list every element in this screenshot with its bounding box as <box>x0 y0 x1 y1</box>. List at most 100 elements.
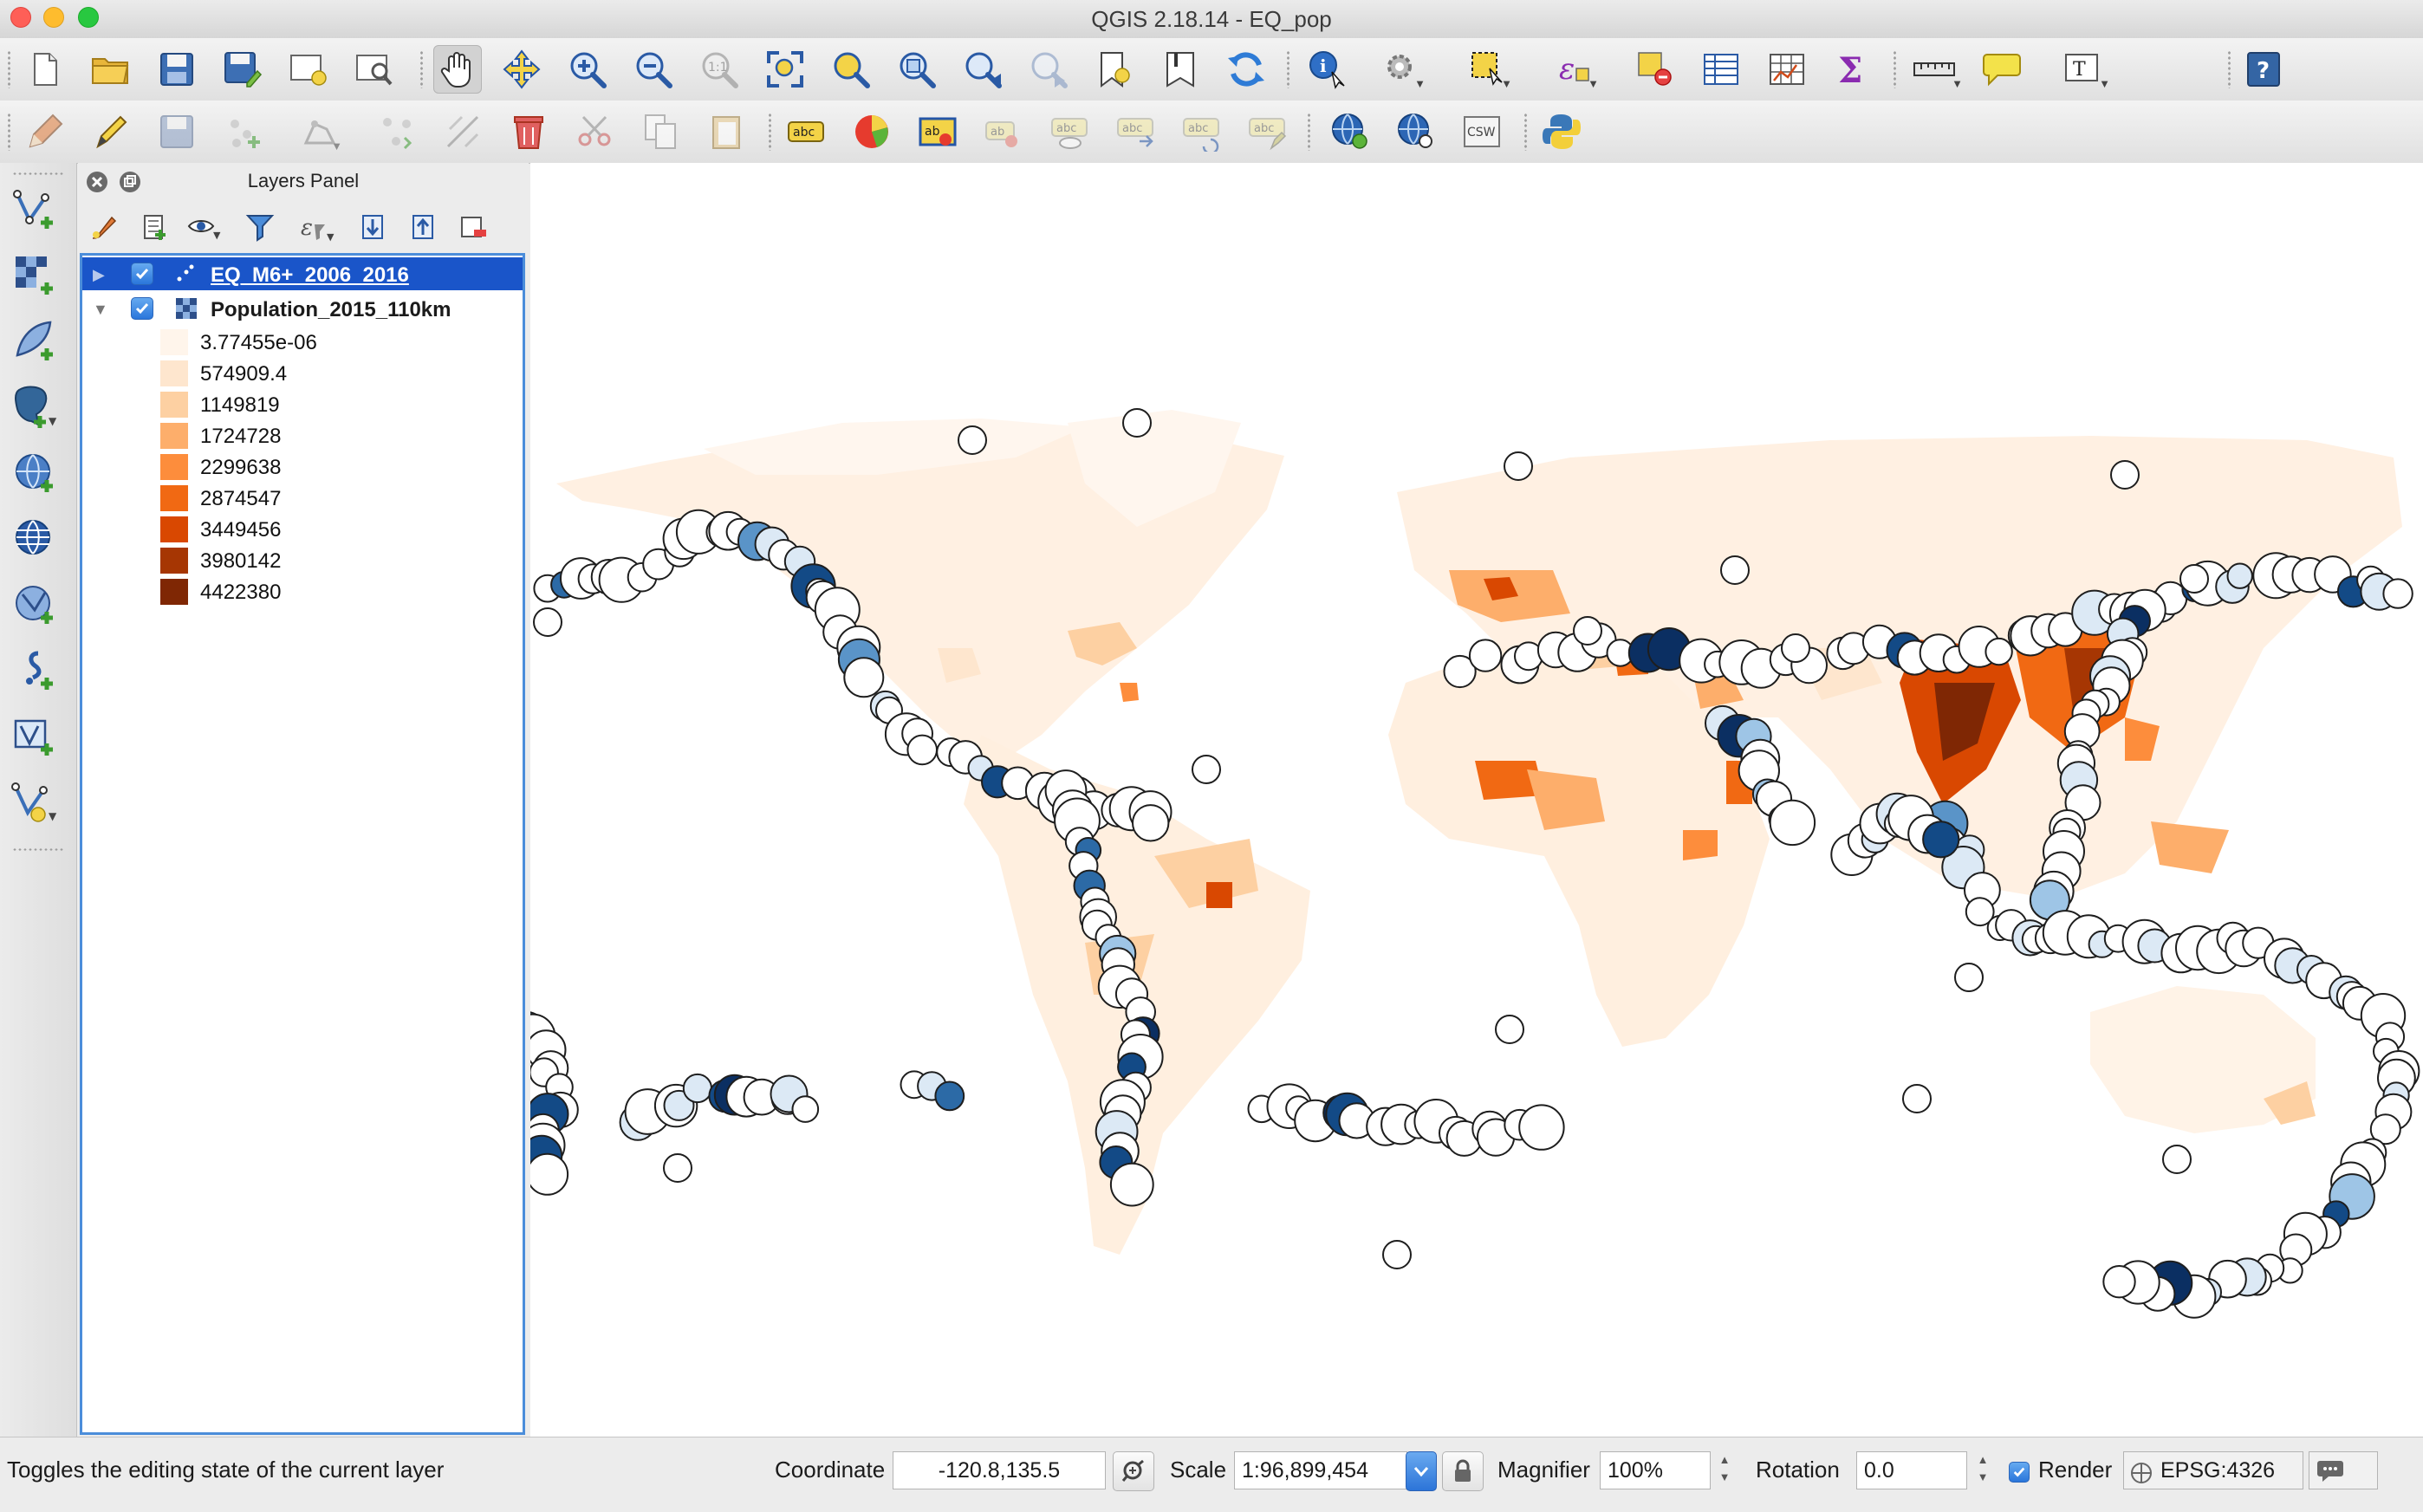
metasearch-icon[interactable] <box>1326 107 1374 156</box>
move-feature-icon[interactable]: ▼ <box>295 107 343 156</box>
toolbar-grip[interactable] <box>1893 50 1897 88</box>
help-icon[interactable]: ? <box>2239 45 2288 94</box>
attribute-table-icon[interactable] <box>1697 45 1745 94</box>
toolbar-grip[interactable] <box>7 50 11 88</box>
composer-manager-icon[interactable] <box>350 45 399 94</box>
open-layer-styling-icon[interactable] <box>85 208 123 246</box>
layer-tree[interactable]: ▶ EQ_M6+_2006_2016 ▼ Population_2015_110… <box>80 253 525 1435</box>
toolbar-grip[interactable] <box>768 113 772 151</box>
paste-features-icon[interactable] <box>702 107 750 156</box>
add-delimited-text-layer-icon[interactable] <box>9 645 61 697</box>
deselect-all-icon[interactable] <box>1631 45 1679 94</box>
add-postgis-layer-icon[interactable]: ▼ <box>9 381 61 433</box>
layer-visibility-checkbox[interactable] <box>131 297 153 320</box>
crs-status-button[interactable]: EPSG:4326 <box>2123 1451 2303 1489</box>
measure-line-icon[interactable]: ▼ <box>1908 45 1964 94</box>
zoom-next-icon[interactable] <box>1024 45 1073 94</box>
run-feature-action-icon[interactable]: ▼ <box>1378 45 1426 94</box>
zoom-window-button[interactable] <box>78 7 99 28</box>
delete-selected-icon[interactable] <box>504 107 553 156</box>
select-by-expression-icon[interactable]: ε ▼ <box>1559 52 1599 90</box>
add-wms-layer-icon[interactable] <box>9 447 61 499</box>
manage-map-themes-icon[interactable]: ▼ <box>185 208 224 246</box>
toolbar-grip[interactable] <box>7 113 11 151</box>
add-virtual-layer-icon[interactable] <box>9 711 61 762</box>
layer-name[interactable]: Population_2015_110km <box>211 298 451 321</box>
rotate-label-icon[interactable]: abc <box>1177 107 1225 156</box>
change-label-icon[interactable]: abc <box>1243 107 1291 156</box>
statistical-summary-icon[interactable]: Σ <box>1829 45 1877 94</box>
refresh-icon[interactable] <box>1222 45 1270 94</box>
filter-legend-icon[interactable] <box>241 208 279 246</box>
collapse-arrow-icon[interactable]: ▼ <box>93 301 108 318</box>
new-bookmark-icon[interactable] <box>1090 45 1139 94</box>
message-log-button[interactable] <box>2309 1451 2378 1489</box>
zoom-out-icon[interactable] <box>629 45 678 94</box>
layer-row-eq[interactable]: ▶ EQ_M6+_2006_2016 <box>82 257 523 290</box>
metasearch-browse-icon[interactable] <box>1392 107 1440 156</box>
node-tool-icon[interactable] <box>373 107 421 156</box>
layer-name[interactable]: EQ_M6+_2006_2016 <box>211 263 409 287</box>
show-hide-labels-icon[interactable]: abc <box>1045 107 1094 156</box>
add-wfs-layer-icon[interactable] <box>9 579 61 631</box>
remove-layer-icon[interactable] <box>454 208 492 246</box>
show-bookmarks-icon[interactable] <box>1156 45 1205 94</box>
collapse-all-icon[interactable] <box>404 208 442 246</box>
move-label-icon[interactable]: abc <box>1111 107 1160 156</box>
toolbar-grip[interactable] <box>1307 113 1311 151</box>
layer-row-population[interactable]: ▼ Population_2015_110km <box>82 292 523 325</box>
copy-features-icon[interactable] <box>636 107 685 156</box>
add-wcs-layer-icon[interactable] <box>9 513 61 565</box>
identify-features-icon[interactable]: i <box>1303 45 1352 94</box>
toggle-extents-icon[interactable] <box>1113 1451 1154 1491</box>
zoom-to-selection-icon[interactable] <box>827 45 875 94</box>
toolbar-grip[interactable] <box>12 172 64 176</box>
toolbar-grip[interactable] <box>1286 50 1290 88</box>
expand-all-icon[interactable] <box>354 208 392 246</box>
render-checkbox[interactable] <box>2009 1462 2030 1483</box>
pan-to-selection-icon[interactable] <box>497 45 546 94</box>
toggle-editing-icon[interactable] <box>21 107 69 156</box>
close-panel-icon[interactable] <box>85 170 109 194</box>
python-console-icon[interactable] <box>1537 107 1586 156</box>
zoom-in-icon[interactable] <box>563 45 612 94</box>
cut-features-icon[interactable] <box>570 107 619 156</box>
layer-diagram-icon[interactable] <box>848 107 896 156</box>
rotation-stepper[interactable]: ▲ ▼ <box>1977 1453 1989 1483</box>
zoom-native-resolution-icon[interactable]: 1:1 <box>695 45 744 94</box>
add-spatialite-layer-icon[interactable] <box>9 315 61 367</box>
add-vector-layer-icon[interactable] <box>9 184 61 236</box>
vertex-tool-icon[interactable] <box>438 107 487 156</box>
toolbar-grip[interactable] <box>1523 113 1528 151</box>
filter-by-expression-icon[interactable]: ε ▼ <box>298 208 336 246</box>
new-project-icon[interactable] <box>21 45 69 94</box>
save-as-icon[interactable] <box>218 45 267 94</box>
magnifier-field[interactable]: 100% <box>1600 1451 1711 1489</box>
text-annotation-icon[interactable]: T ▼ <box>2054 45 2111 94</box>
csw-icon[interactable]: CSW <box>1458 107 1506 156</box>
toolbar-grip[interactable] <box>12 847 64 852</box>
zoom-full-icon[interactable] <box>761 45 809 94</box>
add-group-icon[interactable] <box>135 208 173 246</box>
scale-field[interactable]: 1:96,899,454 <box>1234 1451 1407 1489</box>
save-layer-edits-icon[interactable] <box>153 107 201 156</box>
rotation-field[interactable]: 0.0 <box>1856 1451 1967 1489</box>
new-shapefile-layer-icon[interactable]: ▼ <box>9 776 61 828</box>
current-edits-icon[interactable] <box>87 107 135 156</box>
layer-visibility-checkbox[interactable] <box>131 263 153 285</box>
lock-scale-icon[interactable] <box>1442 1451 1484 1491</box>
close-window-button[interactable] <box>10 7 31 28</box>
toolbar-grip[interactable] <box>419 50 424 88</box>
pan-map-icon[interactable] <box>433 45 482 94</box>
map-tips-icon[interactable] <box>1978 45 2026 94</box>
select-features-icon[interactable]: ▼ <box>1465 45 1513 94</box>
magnifier-stepper[interactable]: ▲ ▼ <box>1718 1453 1731 1483</box>
float-panel-icon[interactable] <box>118 170 142 194</box>
pin-labels-icon[interactable]: ab <box>913 107 962 156</box>
scale-dropdown-icon[interactable] <box>1406 1451 1437 1491</box>
layer-labeling-icon[interactable]: abc <box>782 107 830 156</box>
add-feature-icon[interactable] <box>218 107 267 156</box>
coordinate-field[interactable]: -120.8,135.5 <box>893 1451 1106 1489</box>
save-project-icon[interactable] <box>153 45 201 94</box>
add-raster-layer-icon[interactable] <box>9 250 61 302</box>
